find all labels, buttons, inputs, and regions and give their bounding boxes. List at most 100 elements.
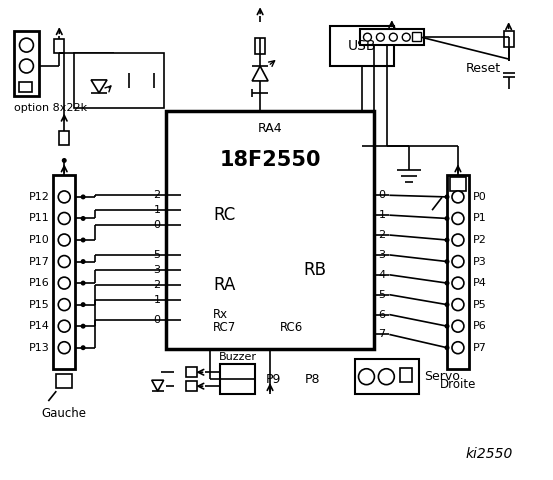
Text: P17: P17 [28, 256, 49, 266]
Text: P13: P13 [29, 343, 49, 353]
Text: 2: 2 [154, 280, 161, 290]
Bar [400, 368, 412, 382]
Circle shape [58, 234, 70, 246]
Bar [185, 381, 197, 391]
Circle shape [62, 158, 67, 163]
Circle shape [378, 369, 394, 384]
Text: 5: 5 [378, 290, 385, 300]
Text: 1: 1 [154, 205, 161, 215]
Bar [450, 178, 466, 192]
Bar [185, 367, 197, 377]
Text: option 8x22k: option 8x22k [13, 103, 87, 113]
Text: Buzzer: Buzzer [219, 352, 257, 362]
Text: 6: 6 [378, 310, 385, 320]
Text: RA: RA [213, 276, 236, 294]
Text: 18F2550: 18F2550 [220, 150, 321, 170]
Text: P9: P9 [265, 372, 281, 386]
Bar [59, 131, 69, 144]
Text: P0: P0 [473, 192, 487, 202]
Bar [330, 26, 394, 66]
Circle shape [58, 342, 70, 354]
Bar [220, 364, 255, 394]
Circle shape [452, 255, 464, 267]
Bar [255, 38, 265, 54]
Circle shape [377, 33, 384, 41]
Bar [54, 39, 64, 53]
Circle shape [452, 299, 464, 311]
Text: P12: P12 [28, 192, 49, 202]
Text: 1: 1 [378, 210, 385, 220]
Text: RC7: RC7 [213, 321, 237, 334]
Text: ki2550: ki2550 [465, 447, 513, 461]
Circle shape [19, 59, 33, 73]
Circle shape [452, 191, 464, 203]
Text: P1: P1 [473, 214, 487, 224]
Text: P10: P10 [29, 235, 49, 245]
Bar [359, 29, 424, 45]
Text: P14: P14 [28, 321, 49, 331]
Text: P4: P4 [473, 278, 487, 288]
Text: 3: 3 [154, 265, 161, 275]
Text: P11: P11 [29, 214, 49, 224]
Polygon shape [152, 380, 164, 391]
Bar [412, 32, 421, 41]
Circle shape [19, 38, 33, 52]
Circle shape [58, 255, 70, 267]
Circle shape [452, 342, 464, 354]
Bar [13, 31, 39, 96]
Text: RC: RC [213, 206, 236, 224]
Bar [354, 360, 419, 394]
Text: 2: 2 [378, 230, 385, 240]
Text: P2: P2 [473, 235, 487, 245]
Text: USB: USB [348, 39, 376, 53]
Circle shape [445, 194, 450, 199]
Text: 0: 0 [154, 220, 161, 230]
Circle shape [81, 238, 86, 242]
Bar [18, 82, 33, 92]
Text: Rx: Rx [213, 308, 228, 321]
Circle shape [81, 194, 86, 199]
Circle shape [389, 33, 397, 41]
Bar [56, 374, 72, 388]
Bar [504, 31, 514, 47]
Circle shape [81, 216, 86, 221]
Circle shape [363, 33, 372, 41]
Bar [74, 53, 164, 108]
Circle shape [402, 33, 410, 41]
Text: 4: 4 [378, 270, 385, 280]
Circle shape [452, 320, 464, 332]
Circle shape [445, 302, 450, 307]
Circle shape [452, 234, 464, 246]
Text: Servo: Servo [424, 370, 460, 383]
Text: 0: 0 [154, 314, 161, 324]
Text: P15: P15 [29, 300, 49, 310]
Text: Reset: Reset [466, 62, 500, 75]
Circle shape [81, 302, 86, 307]
Text: RC6: RC6 [280, 321, 303, 334]
Circle shape [81, 345, 86, 350]
Text: RB: RB [304, 261, 327, 279]
Text: Gauche: Gauche [41, 408, 87, 420]
Text: P6: P6 [473, 321, 487, 331]
Circle shape [81, 259, 86, 264]
Circle shape [58, 320, 70, 332]
Text: RA4: RA4 [258, 122, 283, 135]
Circle shape [58, 213, 70, 225]
Text: 0: 0 [378, 190, 385, 200]
Circle shape [445, 345, 450, 350]
Text: 1: 1 [154, 295, 161, 305]
Text: P7: P7 [473, 343, 487, 353]
Circle shape [358, 369, 374, 384]
Circle shape [58, 277, 70, 289]
Text: 2: 2 [154, 190, 161, 200]
Bar [166, 111, 374, 349]
Circle shape [445, 281, 450, 286]
Text: P3: P3 [473, 256, 487, 266]
Circle shape [81, 324, 86, 329]
Text: P5: P5 [473, 300, 487, 310]
Circle shape [445, 216, 450, 221]
Polygon shape [91, 80, 107, 93]
Circle shape [445, 238, 450, 242]
Circle shape [445, 259, 450, 264]
Text: Droite: Droite [440, 378, 476, 391]
